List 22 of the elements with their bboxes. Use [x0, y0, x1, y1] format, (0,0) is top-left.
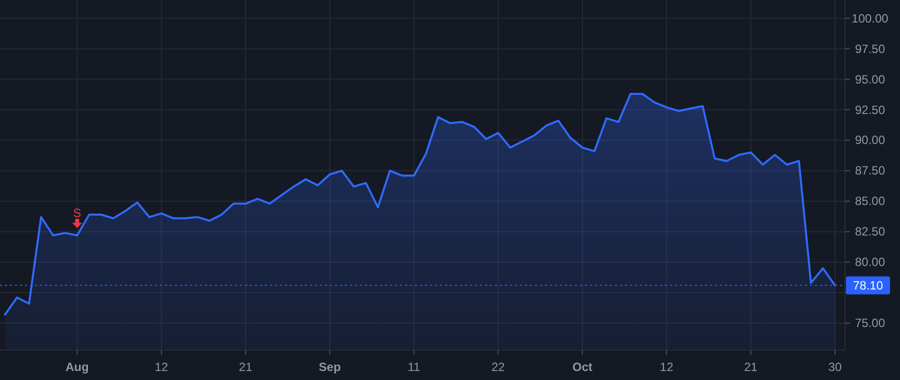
x-tick-label: 22 — [492, 360, 506, 374]
y-tick-label: 95.00 — [854, 72, 886, 86]
x-tick-label: 12 — [660, 360, 674, 374]
annotation: S — [73, 206, 82, 220]
y-tick-label: 100.00 — [852, 11, 889, 26]
x-tick-label: 21 — [744, 360, 758, 374]
x-tick-label: 30 — [828, 360, 842, 374]
y-tick-label: 90.00 — [854, 133, 886, 148]
y-tick-label: 92.50 — [854, 102, 886, 117]
y-tick-label: 97.50 — [854, 42, 886, 56]
y-tick-label: 75.00 — [854, 316, 886, 330]
x-tick-label: Sep — [318, 360, 341, 374]
x-tick-label: 11 — [408, 360, 421, 374]
y-tick-label: 82.50 — [854, 224, 886, 239]
ref-line-label: 78.10 — [852, 278, 884, 292]
y-tick-label: 85.00 — [854, 194, 886, 208]
y-tick-label: 87.50 — [854, 164, 886, 178]
x-tick-label: 21 — [238, 360, 253, 374]
y-tick-label: 80.00 — [854, 255, 886, 270]
x-tick-label: 12 — [154, 360, 168, 374]
x-tick-label: Oct — [572, 360, 592, 374]
x-tick-label: Aug — [66, 360, 89, 374]
